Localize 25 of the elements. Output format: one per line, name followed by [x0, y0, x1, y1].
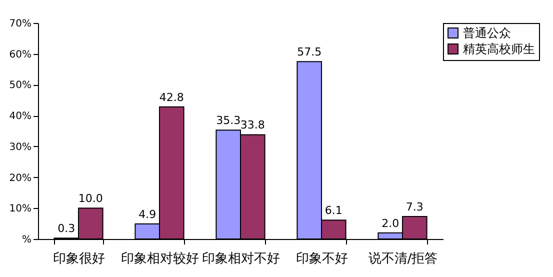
- x-tick-label: 说不清/拒答: [368, 252, 438, 266]
- x-tick-label: 印象不好: [296, 252, 348, 266]
- legend-label: 普通公众: [463, 26, 511, 40]
- x-tick-label: 印象相对不好: [202, 252, 280, 266]
- data-label: 10.0: [78, 192, 103, 206]
- data-label: 4.9: [138, 208, 156, 221]
- y-tick-label: 30%: [9, 142, 32, 153]
- y-tick-label: 70%: [9, 18, 32, 30]
- x-tick-label: 印象很好: [53, 252, 105, 266]
- data-label: 2.0: [382, 216, 400, 230]
- data-label: 57.5: [297, 46, 322, 59]
- data-label: 6.1: [324, 204, 342, 218]
- y-tick-label: %: [22, 234, 32, 246]
- legend-label: 精英高校师生: [463, 42, 535, 56]
- y-tick-label: 50%: [9, 80, 32, 92]
- x-tick-label: 印象相对较好: [121, 252, 199, 266]
- y-tick-label: 40%: [9, 111, 32, 122]
- data-label: 42.8: [159, 90, 184, 104]
- data-label: 7.3: [406, 200, 424, 214]
- data-label: 33.8: [240, 118, 265, 132]
- data-label: 35.3: [216, 114, 241, 128]
- data-label: 0.3: [58, 222, 76, 236]
- y-tick-label: 20%: [9, 172, 32, 184]
- y-tick-label: 10%: [9, 204, 32, 215]
- y-tick-label: 60%: [9, 49, 32, 60]
